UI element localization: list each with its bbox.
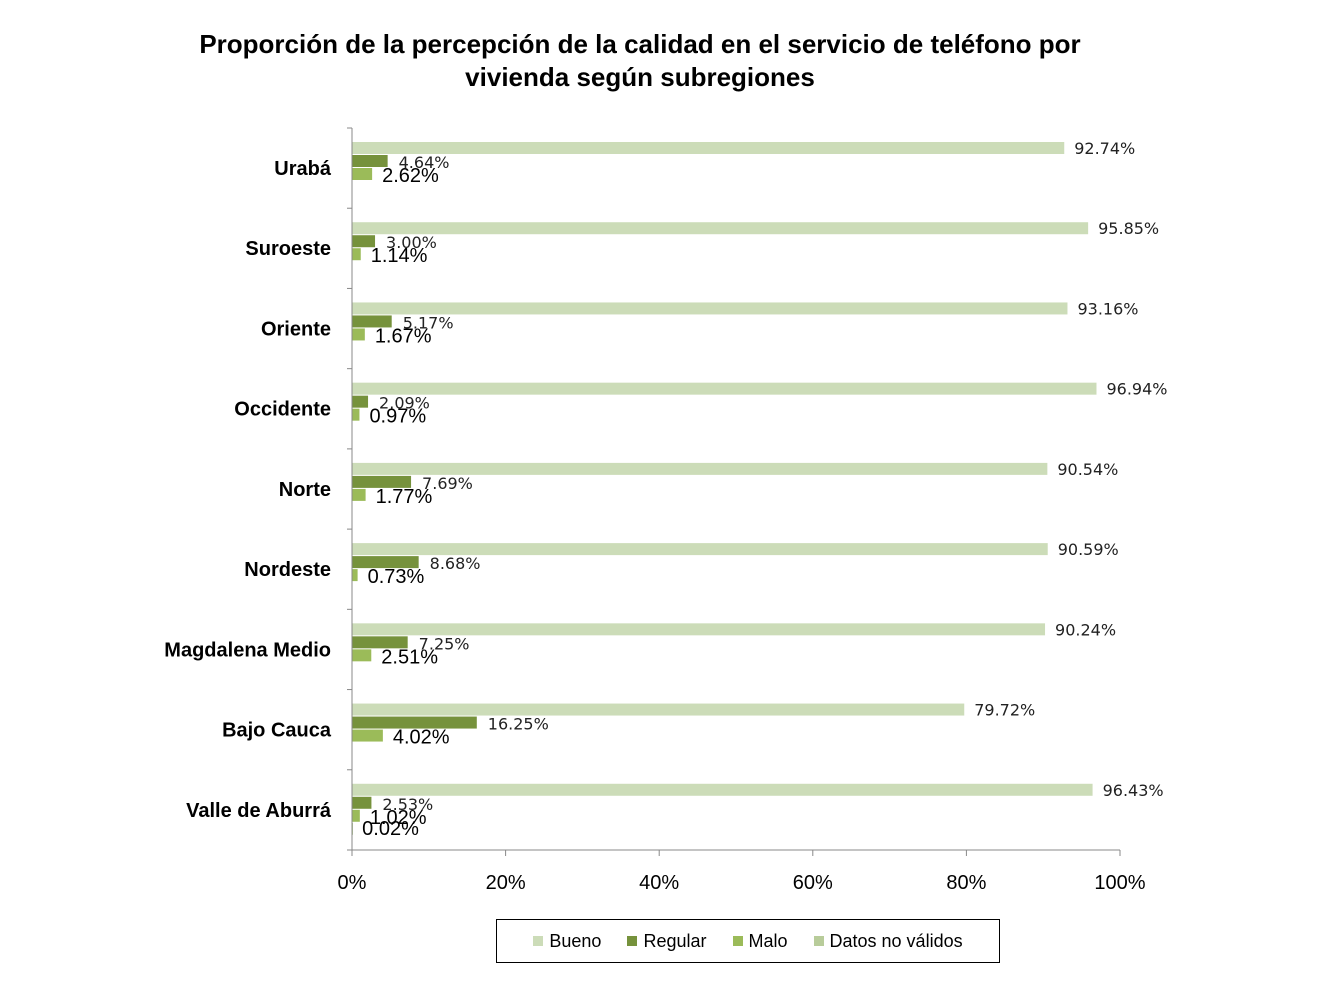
category-label: Urabá — [274, 158, 332, 180]
data-label: 4.02% — [393, 727, 450, 749]
data-label: 2.53% — [382, 795, 433, 814]
data-label: 92.74% — [1074, 139, 1135, 158]
data-label: 1.02% — [370, 807, 427, 829]
x-tick-label: 100% — [1094, 872, 1145, 894]
legend-label: Malo — [748, 930, 788, 951]
data-label: 7.69% — [422, 474, 473, 493]
bar-malo — [352, 488, 366, 501]
category-label: Valle de Aburrá — [186, 800, 332, 822]
bar-regular — [352, 155, 388, 167]
x-tick-label: 0% — [338, 872, 367, 894]
bar-malo — [352, 408, 360, 421]
data-label: 0.73% — [368, 566, 425, 588]
bar-malo — [352, 248, 361, 261]
data-label: 1.77% — [376, 486, 433, 508]
legend-label: Datos no válidos — [829, 930, 963, 951]
x-tick-label: 40% — [639, 872, 679, 894]
data-label: 2.09% — [379, 394, 430, 413]
data-label: 4.64% — [399, 153, 450, 172]
bar-bueno — [352, 543, 1048, 556]
bar-malo — [352, 649, 372, 662]
bar-malo — [352, 328, 365, 341]
data-label: 93.16% — [1077, 299, 1138, 318]
x-tick-label: 20% — [486, 872, 526, 894]
data-label: 3.00% — [386, 233, 437, 252]
chart-title: Proporción de la percepción de la calida… — [0, 28, 1280, 94]
legend-item: Datos no válidos — [813, 930, 963, 952]
bar-malo — [352, 729, 383, 742]
legend-swatch — [732, 936, 743, 946]
data-label: 96.43% — [1103, 781, 1164, 800]
bar-regular — [352, 235, 376, 248]
data-label: 5.17% — [403, 313, 454, 332]
bar-regular — [352, 315, 392, 328]
bar-regular — [352, 395, 369, 408]
bar-regular — [352, 716, 477, 729]
bar-regular — [352, 556, 419, 569]
data-label: 7.25% — [419, 634, 470, 653]
legend-item: Bueno — [533, 931, 601, 952]
category-label: Bajo Cauca — [222, 720, 332, 742]
bar-regular — [352, 475, 412, 488]
data-label: 16.25% — [488, 715, 549, 734]
bar-bueno — [352, 382, 1097, 395]
legend-swatch — [813, 936, 824, 946]
data-label: 96.94% — [1106, 380, 1167, 399]
legend: Bueno Regular Malo Datos no válidos — [496, 919, 1000, 963]
x-tick-label: 60% — [793, 872, 833, 894]
legend-swatch — [627, 936, 638, 946]
bar-regular — [352, 796, 372, 809]
legend-item: Malo — [732, 930, 788, 952]
legend-item: Regular — [627, 930, 707, 952]
category-label: Norte — [279, 479, 331, 501]
bar-bueno — [352, 703, 965, 716]
data-label: 0.02% — [362, 818, 419, 840]
data-label: 90.59% — [1058, 540, 1119, 559]
bar-regular — [352, 636, 408, 649]
data-label: 2.51% — [381, 646, 438, 668]
chart-title-line: Proporción de la percepción de la calida… — [199, 29, 1081, 59]
data-label: 79.72% — [974, 701, 1035, 720]
data-label: 95.85% — [1098, 219, 1159, 238]
data-label: 0.97% — [369, 406, 426, 428]
category-label: Occidente — [234, 399, 331, 421]
data-label: 2.62% — [382, 165, 439, 187]
bar-bueno — [352, 623, 1046, 636]
data-label: 90.54% — [1057, 460, 1118, 479]
bar-malo — [352, 809, 360, 822]
bar-bueno — [352, 142, 1065, 154]
bar-malo — [352, 168, 373, 180]
category-label: Nordeste — [244, 559, 331, 581]
bar-bueno — [352, 462, 1048, 475]
data-label: 90.24% — [1055, 620, 1116, 639]
category-label: Oriente — [261, 318, 331, 340]
bar-bueno — [352, 783, 1093, 796]
legend-label: Bueno — [549, 930, 602, 951]
chart-title-line: vivienda según subregiones — [465, 62, 815, 92]
data-label: 1.67% — [375, 325, 432, 347]
bar-bueno — [352, 302, 1068, 315]
category-label: Magdalena Medio — [164, 639, 331, 661]
bar-malo — [352, 569, 358, 582]
bar-bueno — [352, 222, 1089, 235]
x-tick-label: 80% — [946, 872, 986, 894]
legend-swatch — [533, 936, 544, 946]
category-label: Suroeste — [245, 238, 331, 260]
data-label: 1.14% — [371, 245, 428, 267]
legend-label: Regular — [643, 930, 707, 951]
data-label: 8.68% — [430, 554, 481, 573]
